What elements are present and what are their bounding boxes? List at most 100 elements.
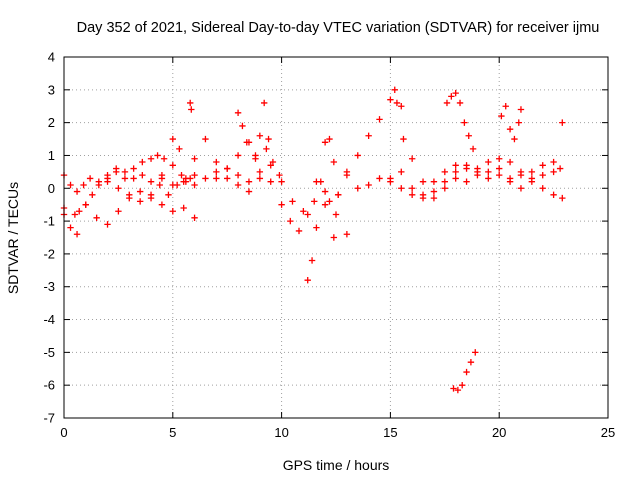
data-point	[517, 168, 525, 176]
y-tick-label: -5	[43, 345, 55, 360]
y-tick-label: -2	[43, 246, 55, 261]
data-point	[76, 208, 83, 215]
data-point	[187, 175, 194, 182]
data-point	[213, 168, 220, 176]
x-axis-label: GPS time / hours	[283, 457, 390, 473]
data-point	[469, 145, 477, 153]
series-track-b	[60, 165, 190, 199]
series-track-q	[393, 99, 566, 202]
y-tick-label: 2	[48, 115, 55, 130]
data-point	[126, 191, 133, 199]
data-point	[287, 217, 294, 225]
x-tick-label: 25	[601, 425, 615, 440]
data-point	[67, 224, 74, 231]
data-point	[234, 171, 242, 179]
data-point	[191, 214, 198, 222]
data-point	[278, 201, 285, 208]
data-points	[60, 86, 566, 394]
y-tick-label: 3	[48, 82, 55, 97]
data-point	[234, 181, 242, 189]
data-point	[104, 178, 111, 185]
data-point	[252, 155, 259, 162]
data-point	[398, 103, 405, 110]
data-point	[234, 152, 242, 159]
data-point	[191, 171, 198, 179]
data-point	[463, 178, 470, 185]
data-point	[559, 119, 566, 126]
data-point	[506, 126, 514, 133]
x-tick-label: 15	[383, 425, 397, 440]
data-point	[202, 135, 209, 143]
data-point	[139, 158, 146, 166]
data-point	[321, 201, 329, 208]
data-point	[256, 132, 264, 139]
data-point	[182, 178, 190, 185]
data-point	[86, 175, 94, 182]
data-point	[448, 93, 455, 100]
plot-frame	[63, 56, 609, 419]
series-track-s	[443, 89, 477, 153]
data-point	[267, 162, 274, 169]
data-point	[304, 211, 311, 218]
data-point	[304, 276, 311, 284]
data-point	[169, 181, 176, 189]
data-point	[528, 168, 536, 176]
data-point	[130, 165, 137, 172]
data-point	[136, 188, 144, 195]
data-point	[419, 194, 427, 202]
data-point	[160, 155, 168, 162]
data-point	[326, 135, 333, 143]
data-point	[330, 158, 338, 166]
x-tick-label: 20	[492, 425, 506, 440]
data-point	[224, 165, 231, 172]
data-point	[441, 178, 448, 185]
data-point	[224, 175, 231, 182]
grid-lines	[64, 57, 608, 418]
data-point	[506, 178, 514, 185]
data-point	[430, 194, 438, 202]
data-point	[452, 168, 459, 176]
y-tick-label: -6	[43, 378, 55, 393]
y-tick-label: 1	[48, 148, 55, 163]
data-point	[459, 381, 466, 389]
data-point	[398, 185, 405, 192]
data-point	[178, 171, 185, 179]
data-point	[147, 178, 155, 185]
data-point	[263, 145, 270, 153]
data-point	[188, 106, 195, 113]
data-point	[317, 178, 324, 185]
data-point	[276, 171, 283, 179]
series-track-t	[498, 103, 525, 143]
data-point	[213, 175, 220, 182]
data-point	[95, 181, 103, 189]
data-point	[115, 208, 122, 215]
series-track-l	[267, 162, 351, 238]
series-track-f	[154, 152, 198, 182]
data-point	[454, 386, 462, 394]
data-point	[156, 181, 163, 189]
data-point	[158, 175, 166, 182]
data-point	[376, 116, 383, 123]
data-point	[332, 211, 340, 218]
data-point	[515, 119, 522, 126]
data-point	[269, 158, 277, 166]
data-point	[191, 155, 198, 162]
series-track-j	[234, 109, 250, 146]
data-point	[539, 162, 546, 169]
data-point	[365, 181, 372, 189]
data-point	[408, 185, 416, 192]
data-point	[256, 175, 264, 182]
data-point	[180, 204, 187, 212]
data-point	[430, 188, 438, 195]
data-point	[202, 175, 209, 182]
data-point	[169, 135, 176, 143]
series-track-g	[182, 135, 270, 195]
data-point	[502, 103, 509, 110]
y-tick-label: 4	[48, 50, 55, 65]
data-point	[147, 155, 155, 162]
data-point	[452, 162, 459, 169]
data-point	[321, 139, 329, 146]
data-point	[517, 106, 525, 113]
series-track-n	[304, 135, 342, 284]
series-track-d	[76, 155, 264, 215]
